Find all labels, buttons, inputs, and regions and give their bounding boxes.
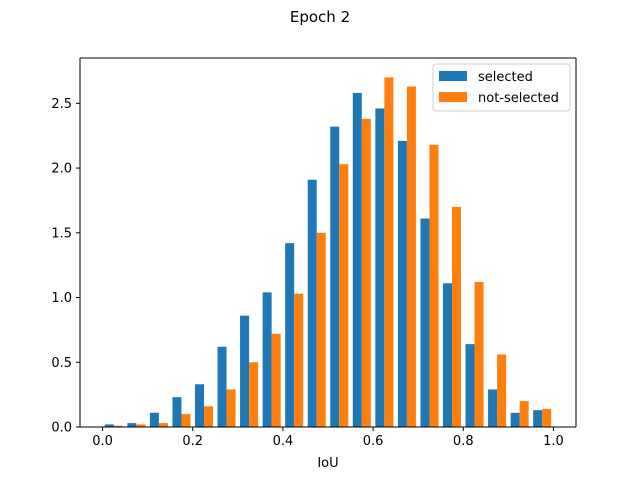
bar-selected-3 xyxy=(172,397,182,427)
y-tick-label: 1.5 xyxy=(51,226,72,241)
bar-selected-19 xyxy=(533,410,543,427)
y-tick-label: 1.0 xyxy=(51,291,72,306)
bar-not-selected-12 xyxy=(384,77,394,427)
x-tick-label: 0.2 xyxy=(182,434,203,449)
bar-not-selected-18 xyxy=(519,401,529,427)
bar-selected-10 xyxy=(330,126,340,427)
bar-not-selected-3 xyxy=(181,414,191,427)
x-tick-label: 1.0 xyxy=(543,434,564,449)
x-tick-label: 0.8 xyxy=(453,434,474,449)
legend-box xyxy=(432,63,571,112)
bar-not-selected-0 xyxy=(113,425,123,427)
bar-not-selected-7 xyxy=(271,333,281,427)
bar-selected-9 xyxy=(307,179,317,427)
axes-layer: 0.0 0.2 0.4 0.6 0.8 1.0 0.0 0.5 1.0 1.5 2.0 2.5 xyxy=(51,57,577,449)
bar-selected-5 xyxy=(217,346,227,427)
x-tick-label: 0.0 xyxy=(92,434,113,449)
legend-label-selected: selected xyxy=(478,70,533,85)
legend-swatch-selected xyxy=(439,71,467,81)
bar-not-selected-1 xyxy=(136,424,146,427)
bar-not-selected-16 xyxy=(474,281,484,427)
bar-selected-13 xyxy=(397,140,407,427)
bar-not-selected-4 xyxy=(204,406,214,427)
x-axis-label: IoU xyxy=(317,456,338,471)
legend: selected not-selected xyxy=(432,63,571,112)
bar-not-selected-15 xyxy=(452,206,462,427)
bar-not-selected-6 xyxy=(249,362,259,427)
legend-swatch-not-selected xyxy=(439,92,467,102)
x-tick-label: 0.4 xyxy=(273,434,294,449)
bar-selected-1 xyxy=(127,423,137,427)
bar-selected-11 xyxy=(352,92,362,428)
bar-selected-6 xyxy=(240,315,250,427)
bar-not-selected-10 xyxy=(339,164,349,427)
y-tick-label: 2.0 xyxy=(51,162,72,177)
bar-selected-14 xyxy=(420,218,430,427)
bar-selected-15 xyxy=(442,283,452,427)
y-tick-label: 0.0 xyxy=(51,421,72,436)
bar-selected-17 xyxy=(488,389,498,427)
legend-label-not-selected: not-selected xyxy=(478,91,559,106)
bar-not-selected-11 xyxy=(361,118,371,427)
bar-selected-12 xyxy=(375,108,385,427)
bar-selected-16 xyxy=(465,344,475,427)
bar-not-selected-8 xyxy=(294,293,304,427)
bar-not-selected-9 xyxy=(316,232,326,427)
bar-selected-7 xyxy=(262,292,272,427)
bar-selected-2 xyxy=(149,412,159,427)
bar-not-selected-17 xyxy=(497,354,507,427)
bar-not-selected-13 xyxy=(406,86,416,428)
y-tick-label: 2.5 xyxy=(51,97,72,112)
bar-not-selected-2 xyxy=(158,423,168,427)
bar-not-selected-5 xyxy=(226,389,236,427)
bar-not-selected-19 xyxy=(542,408,552,427)
bar-selected-8 xyxy=(285,243,295,427)
bar-selected-0 xyxy=(104,424,114,427)
chart-title: Epoch 2 xyxy=(290,8,350,26)
y-tick-label: 0.5 xyxy=(51,356,72,371)
bar-selected-4 xyxy=(194,384,204,427)
bars-layer xyxy=(104,77,552,428)
bar-not-selected-14 xyxy=(429,144,439,427)
x-tick-label: 0.6 xyxy=(363,434,384,449)
bar-selected-18 xyxy=(510,412,520,427)
